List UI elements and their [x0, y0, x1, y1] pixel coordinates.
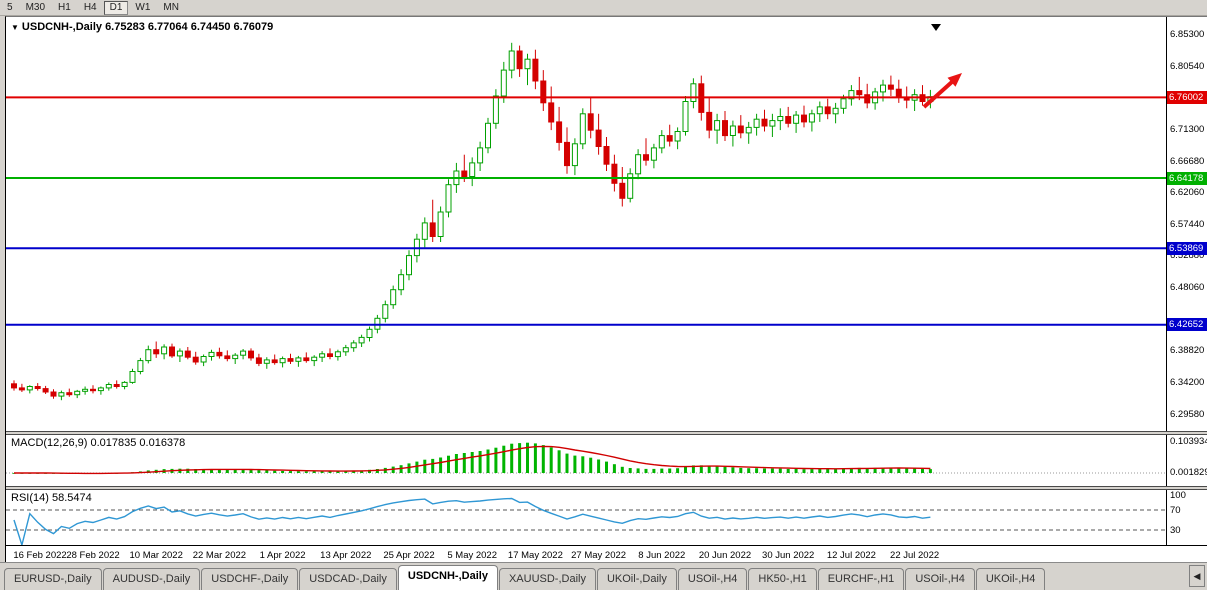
date-tick-label: 1 Apr 2022 — [259, 550, 306, 561]
timeframe-button-mn[interactable]: MN — [157, 1, 185, 15]
price-tick-label: 6.57440 — [1170, 218, 1205, 230]
timeframe-button-5[interactable]: 5 — [1, 1, 19, 15]
timeframe-button-d1[interactable]: D1 — [103, 0, 129, 15]
rsi-label: RSI(14) 58.5474 — [11, 492, 92, 504]
date-tick-label: 13 Apr 2022 — [320, 550, 372, 561]
price-tick-label: 6.80540 — [1170, 60, 1205, 72]
price-tick-label: 6.71300 — [1170, 124, 1205, 135]
macd-indicator-chart[interactable] — [6, 435, 1166, 486]
timeframe-button-h4[interactable]: H4 — [78, 1, 103, 15]
rsi-indicator-chart[interactable] — [6, 490, 1166, 545]
macd-label: MACD(12,26,9) 0.017835 0.016378 — [11, 437, 186, 449]
macd-scale-label: 0.001829 — [1170, 467, 1207, 478]
price-tick-label: 6.38820 — [1170, 345, 1205, 357]
price-line-badge: 6.42652 — [1167, 318, 1207, 332]
rsi-pane[interactable]: RSI(14) 58.5474 — [6, 490, 1166, 545]
chart-tabs-bar: EURUSD-,Daily AUDUSD-,Daily USDCHF-,Daily U… — [0, 562, 1207, 590]
tabs-scroll-left-button[interactable]: ◀ — [1189, 565, 1205, 587]
date-tick-label: 12 Jul 2022 — [826, 550, 876, 561]
chart-tab-eurchf-h1[interactable]: EURCHF-,H1 — [817, 568, 905, 590]
rsi-scale-label: 70 — [1170, 504, 1181, 516]
date-tick-label: 22 Mar 2022 — [192, 550, 247, 561]
pane-separator[interactable] — [6, 431, 1207, 435]
pane-separator[interactable] — [6, 486, 1207, 490]
rsi-scale-label: 30 — [1170, 524, 1181, 536]
chart-title: ▼ USDCNH-,Daily 6.75283 6.77064 6.74450 6… — [11, 21, 273, 33]
price-line-badge: 6.76002 — [1167, 90, 1207, 104]
chart-tab-usdchf-daily[interactable]: USDCHF-,Daily — [201, 568, 299, 590]
price-tick-label: 6.66680 — [1170, 155, 1205, 167]
price-tick-label: 6.52880 — [1170, 249, 1205, 261]
chart-tab-usdcad-daily[interactable]: USDCAD-,Daily — [299, 568, 397, 590]
timeframe-button-m30[interactable]: M30 — [20, 1, 51, 15]
chart-tab-usoil-h4[interactable]: USOil-,H4 — [677, 568, 748, 590]
timeframe-toolbar: 5 M30 H1 H4 D1 W1 MN — [0, 0, 1207, 16]
price-tick-label: 6.29580 — [1170, 408, 1205, 420]
chart-tab-ukoil-h4[interactable]: UKOil-,H4 — [975, 568, 1046, 590]
date-axis[interactable]: 16 Feb 2022 28 Feb 2022 10 Mar 2022 22 Mar … — [6, 545, 1207, 563]
date-tick-label: 25 Apr 2022 — [383, 550, 435, 561]
macd-scale-label: 0.103934 — [1170, 436, 1207, 448]
date-tick-label: 22 Jul 2022 — [890, 550, 940, 561]
price-tick-label: 6.34200 — [1170, 376, 1205, 388]
chart-tab-audusd-daily[interactable]: AUDUSD-,Daily — [102, 568, 201, 590]
chart-tab-usdcnh-daily[interactable]: USDCNH-,Daily — [397, 565, 498, 590]
date-tick-label: 20 Jun 2022 — [698, 550, 752, 561]
date-tick-label: 5 May 2022 — [447, 550, 498, 561]
chart-symbol-label: USDCNH-,Daily — [21, 21, 102, 33]
price-chart-pane[interactable]: ▼ USDCNH-,Daily 6.75283 6.77064 6.74450 6… — [6, 17, 1166, 431]
date-tick-label: 17 May 2022 — [507, 550, 563, 561]
chart-window: ▼ USDCNH-,Daily 6.75283 6.77064 6.74450 6… — [5, 16, 1207, 563]
chart-tab-xauusd-daily[interactable]: XAUUSD-,Daily — [498, 568, 596, 590]
price-line-badge: 6.64178 — [1167, 171, 1207, 185]
price-tick-label: 6.48060 — [1170, 282, 1205, 294]
chart-ohlc-values: 6.75283 6.77064 6.74450 6.76079 — [105, 21, 274, 33]
rsi-scale-label: 100 — [1170, 489, 1186, 501]
date-tick-label: 10 Mar 2022 — [129, 550, 183, 561]
date-tick-label: 8 Jun 2022 — [638, 550, 686, 561]
date-tick-label: 30 Jun 2022 — [762, 550, 815, 561]
chart-tab-ukoil-daily[interactable]: UKOil-,Daily — [596, 568, 677, 590]
collapse-triangle-icon[interactable]: ▼ — [11, 23, 19, 32]
macd-pane[interactable]: MACD(12,26,9) 0.017835 0.016378 — [6, 435, 1166, 486]
price-axis[interactable]: 6.85300 6.80540 6.71300 6.66680 6.62060 6.574… — [1166, 17, 1207, 545]
chart-tab-eurusd-daily[interactable]: EURUSD-,Daily — [4, 568, 102, 590]
date-tick-label: 28 Feb 2022 — [66, 550, 120, 561]
candlestick-chart[interactable] — [6, 17, 1166, 431]
chart-tab-usoil-h4[interactable]: USOil-,H4 — [905, 568, 975, 590]
price-tick-label: 6.62060 — [1170, 187, 1205, 198]
chart-tab-hk50-h1[interactable]: HK50-,H1 — [748, 568, 817, 590]
timeframe-button-w1[interactable]: W1 — [129, 1, 156, 15]
price-line-badge: 6.53869 — [1167, 241, 1207, 255]
timeframe-button-h1[interactable]: H1 — [52, 1, 77, 15]
date-tick-label: 27 May 2022 — [571, 550, 627, 561]
date-tick-label: 16 Feb 2022 — [13, 550, 67, 561]
price-tick-label: 6.85300 — [1170, 28, 1205, 40]
